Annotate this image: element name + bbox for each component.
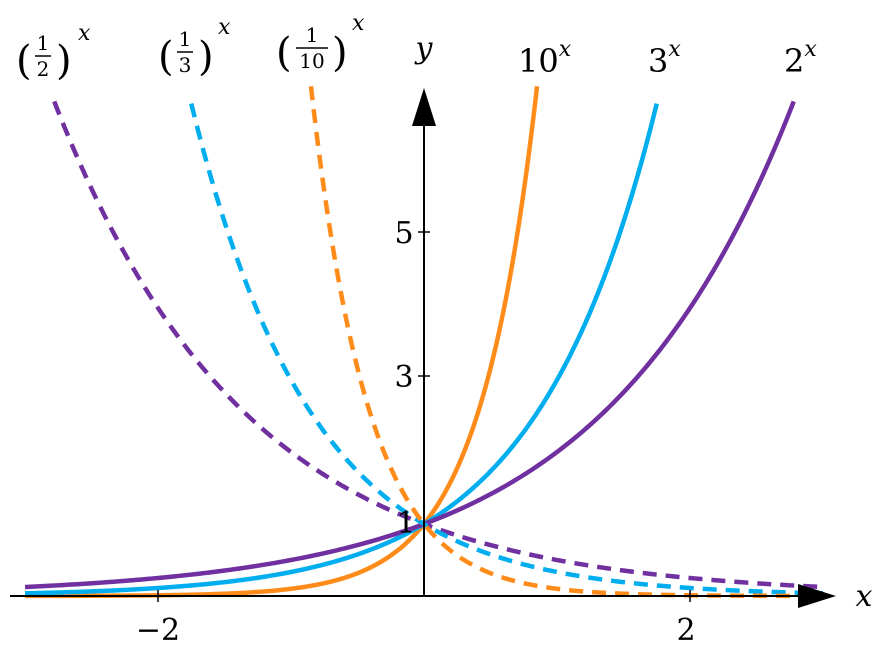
- y-axis-label: y: [414, 31, 434, 66]
- curve-label-half-x: ( 1 2 ) x: [16, 21, 91, 84]
- curve-label-tenth-x-denominator: 10: [299, 49, 324, 73]
- curve-label-third-x-exponent: x: [218, 15, 231, 40]
- curve-label-10x: 10x: [518, 37, 572, 80]
- curve-label-half-x-exponent: x: [78, 21, 91, 46]
- paren-open: (: [276, 30, 292, 76]
- curve-label-third-x-numerator: 1: [179, 27, 192, 51]
- axes-layer: −2 2 3 5 1 x y: [10, 31, 873, 648]
- paren-close: ): [332, 30, 348, 76]
- curve-label-half-x-denominator: 2: [37, 57, 50, 81]
- curve-label-10x-exponent: x: [559, 37, 572, 62]
- y-tick-label-3: 3: [394, 360, 413, 395]
- y-axis-arrow: [412, 88, 436, 126]
- curve-label-2x-exponent: x: [804, 37, 817, 62]
- paren-open: (: [16, 38, 32, 84]
- series-line-3: [24, 103, 659, 596]
- paren-close: ): [198, 34, 214, 80]
- curve-label-2x-base: 2: [784, 42, 804, 80]
- curve-label-10x-base: 10: [518, 42, 559, 80]
- y-tick-label-5: 5: [394, 216, 413, 251]
- series-line-2: [24, 100, 796, 590]
- curve-label-third-x-denominator: 3: [179, 53, 192, 77]
- series-line-1-over-3: [189, 102, 824, 596]
- curve-label-tenth-x: ( 1 10 ) x: [276, 11, 365, 76]
- curve-label-3x-exponent: x: [668, 37, 681, 62]
- curve-label-3x: 3x: [648, 37, 681, 80]
- curve-label-tenth-x-exponent: x: [352, 11, 365, 36]
- curve-label-tenth-x-numerator: 1: [306, 23, 319, 47]
- curve-label-half-x-numerator: 1: [37, 31, 50, 55]
- x-axis-label: x: [856, 579, 873, 614]
- series-line-10: [24, 86, 540, 599]
- x-axis-arrow: [798, 584, 836, 608]
- paren-close: ): [56, 38, 72, 84]
- y-intercept-label: 1: [396, 506, 415, 541]
- curve-labels: 10x 3x 2x ( 1 2 ) x ( 1: [16, 11, 817, 84]
- x-tick-label-2: 2: [676, 613, 695, 648]
- series-line-1-over-2: [52, 100, 824, 590]
- curve-label-third-x: ( 1 3 ) x: [158, 15, 231, 80]
- paren-open: (: [158, 34, 174, 80]
- series-line-1-over-10: [308, 86, 824, 599]
- curve-label-2x: 2x: [784, 37, 817, 80]
- x-tick-label-minus-2: −2: [136, 613, 180, 648]
- curve-label-3x-base: 3: [648, 42, 668, 80]
